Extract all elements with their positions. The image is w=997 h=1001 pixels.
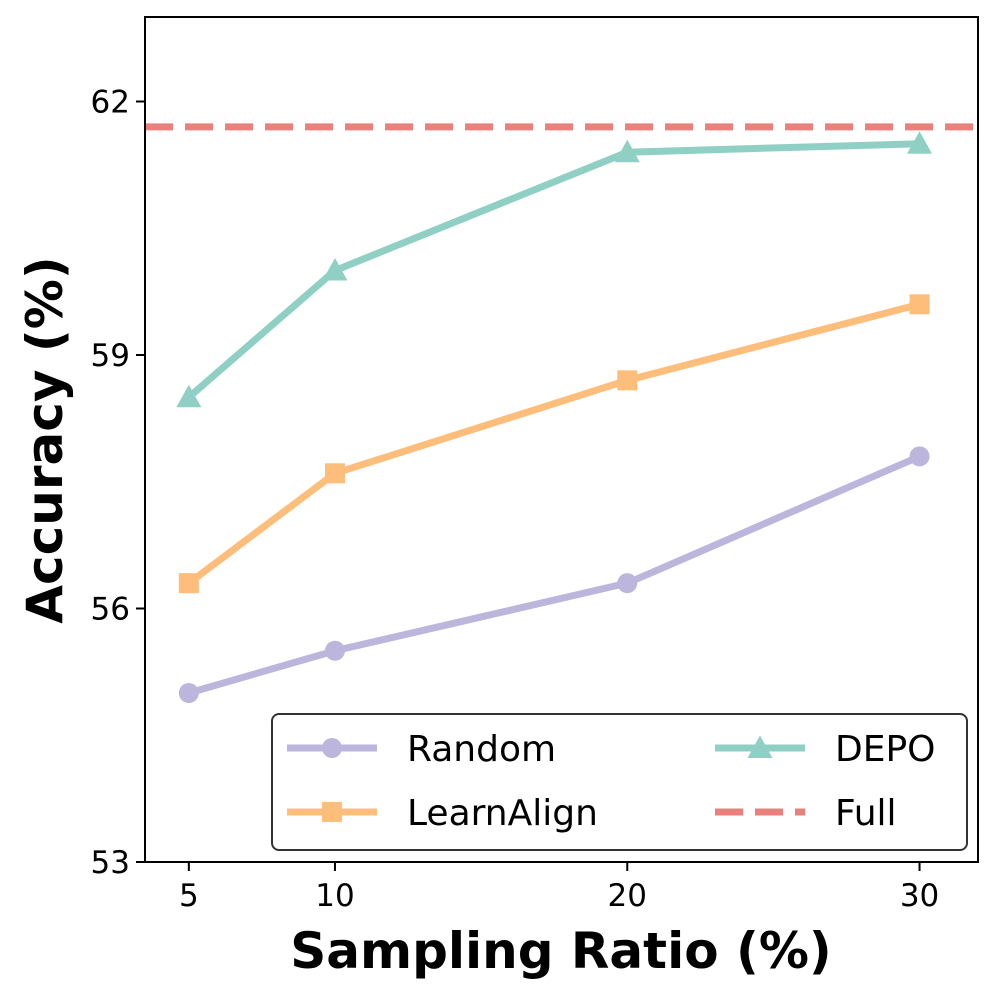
series-line-learnalign [185, 300, 924, 587]
x-tick-label: 5 [179, 878, 199, 914]
data-point-random-10 [324, 640, 345, 661]
y-axis-title: Accuracy (%) [16, 256, 74, 623]
x-axis-title: Sampling Ratio (%) [290, 922, 832, 980]
data-point-random-20 [617, 573, 638, 594]
data-point-random-30 [909, 446, 930, 467]
series-line-random [185, 452, 924, 697]
legend-label-full: Full [835, 793, 897, 834]
data-point-learnalign-5 [178, 573, 199, 594]
legend-marker-depo [747, 735, 773, 758]
data-point-depo-5 [176, 384, 202, 408]
legend-label-depo: DEPO [835, 729, 936, 770]
legend-label-learnalign: LearnAlign [407, 793, 598, 834]
y-tick-label: 56 [91, 592, 130, 628]
data-point-depo-20 [614, 139, 640, 163]
data-point-learnalign-30 [909, 294, 930, 315]
legend: Random DEPO LearnAlign Full [271, 713, 968, 851]
y-tick-label: 59 [91, 338, 130, 374]
x-tick-label: 20 [608, 878, 647, 914]
series-line-depo [185, 140, 924, 401]
plot-marks [145, 123, 978, 703]
legend-marker-learnalign [322, 802, 342, 822]
legend-marker-random [322, 738, 342, 758]
y-tick-label: 62 [91, 85, 130, 121]
legend-label-random: Random [407, 729, 556, 770]
data-point-depo-10 [322, 258, 348, 281]
x-tick-label: 30 [900, 878, 939, 914]
x-tick-label: 10 [315, 878, 354, 914]
data-point-learnalign-20 [617, 370, 638, 391]
data-point-learnalign-10 [324, 463, 345, 484]
y-tick-label: 53 [91, 845, 130, 881]
plot-frame [144, 16, 979, 863]
data-point-depo-30 [907, 131, 933, 154]
axis-ticks: 5 10 20 30 53 56 59 62 [91, 85, 940, 915]
data-point-random-5 [178, 683, 199, 703]
